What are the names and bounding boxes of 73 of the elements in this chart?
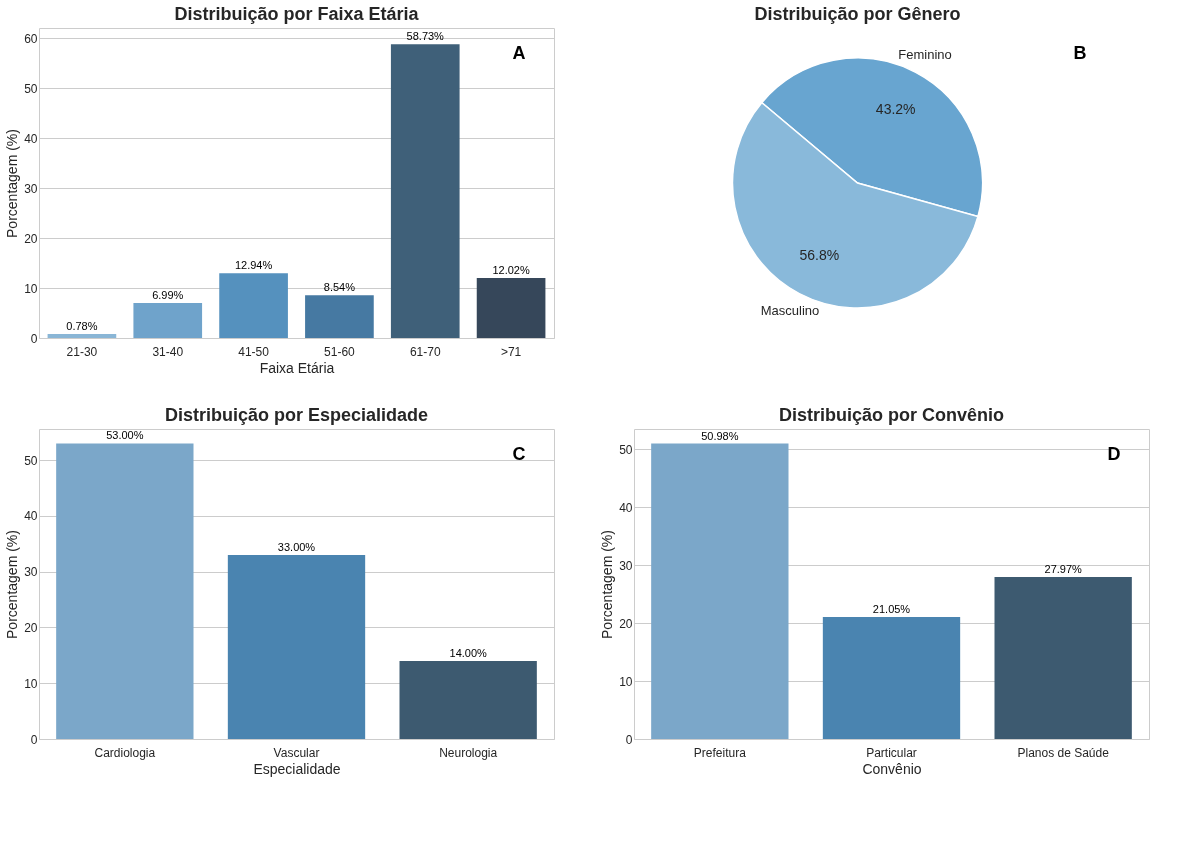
y-tick-label: 10 xyxy=(24,281,38,296)
data-label: 43.2% xyxy=(875,101,916,118)
x-tick-label: Prefeitura xyxy=(693,745,747,760)
data-label: 27.97% xyxy=(1044,562,1083,575)
slice-label: Feminino xyxy=(898,46,952,62)
y-tick-label: 10 xyxy=(619,674,633,689)
bar xyxy=(822,617,961,739)
bar xyxy=(219,273,288,338)
y-tick-label: 60 xyxy=(24,31,38,46)
y-tick-label: 10 xyxy=(24,676,38,691)
data-label: 53.00% xyxy=(106,429,144,442)
data-label: 6.99% xyxy=(152,289,184,302)
bar xyxy=(476,277,546,338)
data-label: 14.00% xyxy=(449,646,488,659)
y-tick-label: 40 xyxy=(24,509,38,524)
y-tick-label: 30 xyxy=(619,558,633,573)
bar xyxy=(56,443,194,739)
slice-label: Masculino xyxy=(760,303,820,319)
y-tick-label: 50 xyxy=(619,442,633,457)
bar xyxy=(994,576,1132,739)
chart-title: Distribuição por Especialidade xyxy=(164,405,429,425)
x-tick-label: 61-70 xyxy=(409,344,441,359)
data-label: 8.54% xyxy=(323,281,356,294)
x-axis-title: Faixa Etária xyxy=(259,359,335,376)
y-tick-label: 0 xyxy=(30,732,38,747)
y-axis-title: Porcentagem (%) xyxy=(4,129,21,238)
y-tick-label: 50 xyxy=(24,453,38,468)
y-tick-label: 30 xyxy=(24,565,38,580)
x-tick-label: Cardiologia xyxy=(94,745,156,760)
chart-title: Distribuição por Faixa Etária xyxy=(174,4,420,24)
y-axis-title: Porcentagem (%) xyxy=(599,530,616,639)
bar xyxy=(133,303,203,338)
x-tick-label: 51-60 xyxy=(324,344,356,359)
x-tick-label: Planos de Saúde xyxy=(1017,745,1110,760)
y-tick-label: 0 xyxy=(30,331,38,346)
x-tick-label: Neurologia xyxy=(439,745,498,760)
data-label: 58.73% xyxy=(406,30,445,43)
bar xyxy=(305,295,374,338)
data-label: 0.78% xyxy=(66,320,98,333)
bar xyxy=(47,334,117,338)
y-axis-title: Porcentagem (%) xyxy=(4,530,21,639)
y-tick-label: 0 xyxy=(625,732,633,747)
y-tick-label: 40 xyxy=(24,131,38,146)
y-tick-label: 30 xyxy=(24,181,38,196)
y-tick-label: 40 xyxy=(619,500,633,515)
bar xyxy=(390,44,460,338)
data-label: 50.98% xyxy=(701,429,739,442)
x-tick-label: 31-40 xyxy=(152,344,184,359)
bar xyxy=(399,660,537,739)
bar xyxy=(651,443,789,739)
data-label: 33.00% xyxy=(277,541,316,554)
x-axis-title: Convênio xyxy=(862,760,922,777)
text: B xyxy=(1073,43,1087,63)
y-tick-label: 50 xyxy=(24,81,38,96)
x-tick-label: >71 xyxy=(500,344,522,359)
x-tick-label: 41-50 xyxy=(238,344,270,359)
data-label: 12.02% xyxy=(492,263,530,276)
x-tick-label: Vascular xyxy=(273,745,320,760)
y-tick-label: 20 xyxy=(24,231,38,246)
y-tick-label: 20 xyxy=(24,620,38,635)
annotation: C xyxy=(512,444,526,464)
y-tick-label: 20 xyxy=(619,616,633,631)
x-axis-title: Especialidade xyxy=(253,760,341,777)
chart-title: Distribuição por Gênero xyxy=(754,4,961,24)
x-tick-label: Particular xyxy=(866,745,917,760)
bar xyxy=(227,555,366,739)
data-label: 56.8% xyxy=(799,246,840,263)
data-label: 12.94% xyxy=(234,259,273,272)
chart-title: Distribuição por Convênio xyxy=(778,405,1005,425)
annotation: A xyxy=(512,43,526,63)
data-label: 21.05% xyxy=(872,603,911,616)
x-tick-label: 21-30 xyxy=(66,344,98,359)
annotation: D xyxy=(1107,444,1121,464)
